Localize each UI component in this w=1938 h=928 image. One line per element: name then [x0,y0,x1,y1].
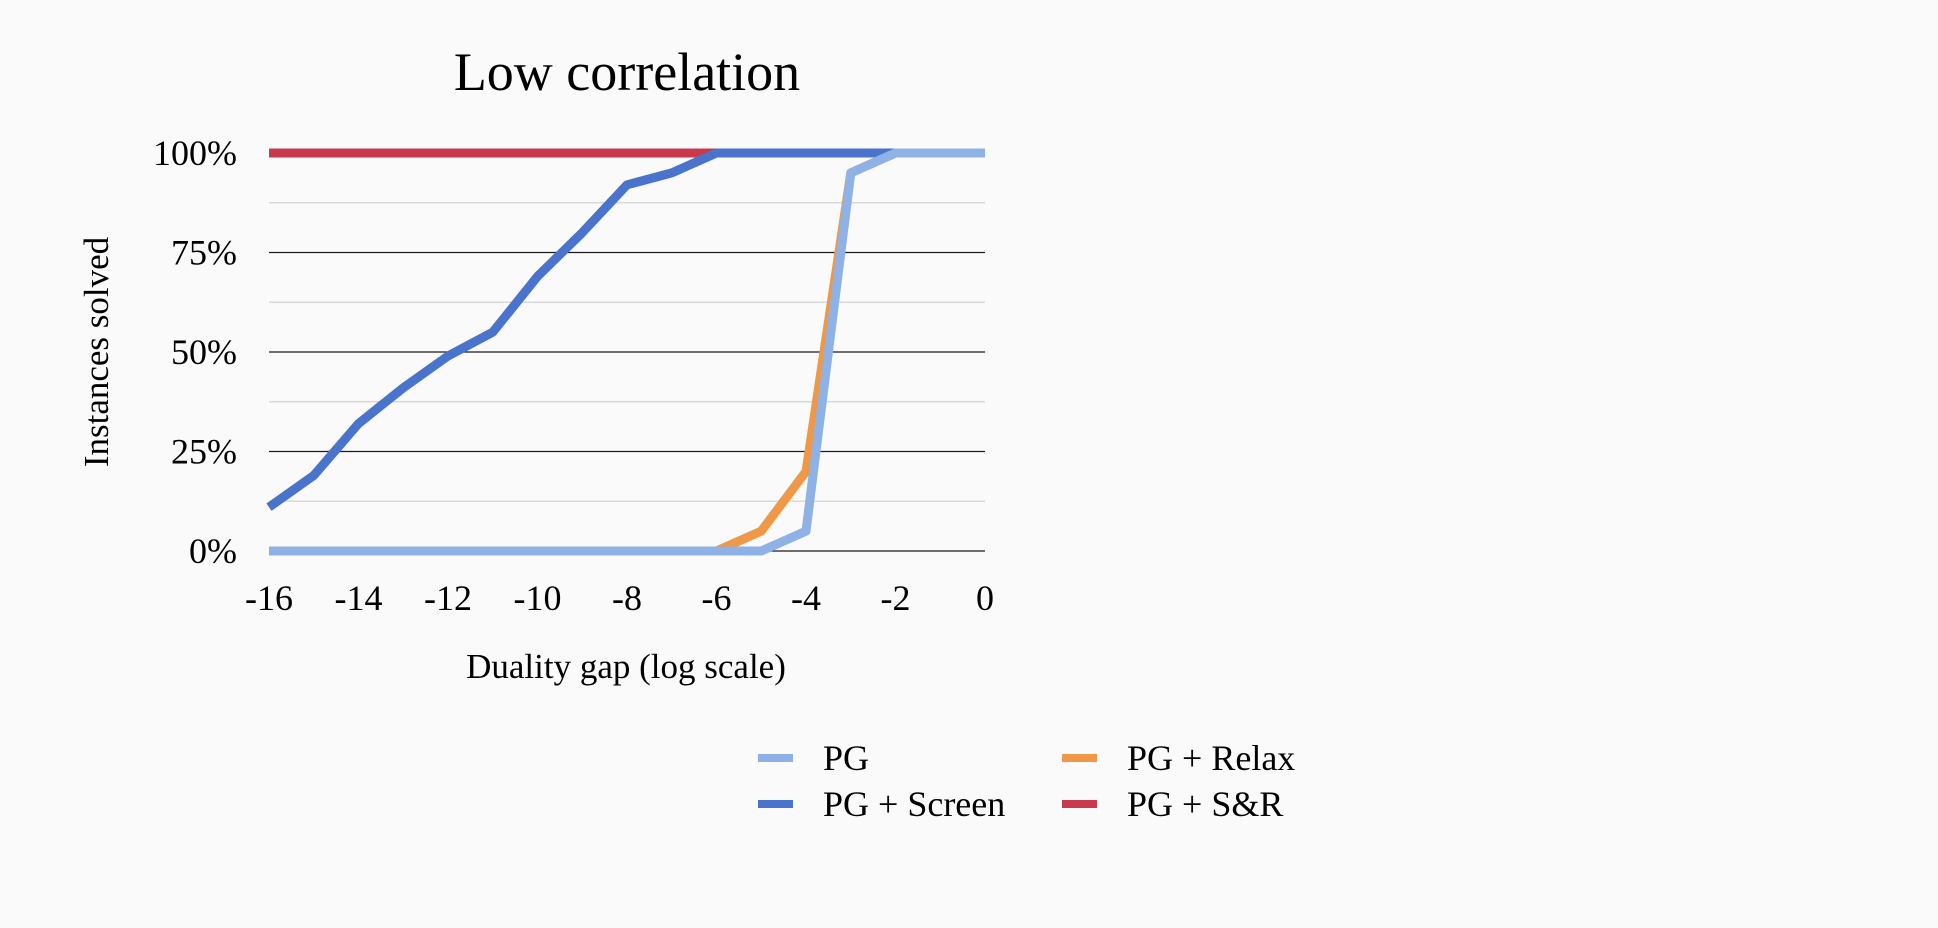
x-tick-label: -12 [424,578,472,618]
series-line-pg [269,148,985,556]
x-tick-label: -16 [245,578,293,618]
x-axis-ticks: -16 -14 -12 -10 -8 -6 -4 -2 0 [245,578,994,618]
legend-label-pg-s-r: PG + S&R [1127,784,1283,824]
x-tick-label: -6 [702,578,732,618]
chart-title: Low correlation [454,42,800,102]
x-tick-label: -4 [791,578,821,618]
legend-label-pg-screen: PG + Screen [823,784,1005,824]
series-line-pg-screen [266,148,985,511]
y-axis-label: Instances solved [77,236,116,467]
x-tick-label: -10 [514,578,562,618]
legend-label-pg: PG [823,738,869,778]
y-tick-label: 50% [171,332,237,372]
x-tick-label: 0 [976,578,994,618]
y-axis-ticks: 0% 25% 50% 75% 100% [153,133,237,571]
x-tick-label: -14 [335,578,383,618]
y-tick-label: 75% [171,233,237,273]
series-lines [266,148,985,556]
x-axis-label: Duality gap (log scale) [466,647,786,686]
legend-label-pg-relax: PG + Relax [1127,738,1295,778]
x-tick-label: -8 [612,578,642,618]
x-tick-label: -2 [881,578,911,618]
y-tick-label: 0% [189,531,237,571]
y-tick-label: 100% [153,133,237,173]
legend: PG PG + Screen PG + Relax PG + S&R [758,738,1295,824]
y-tick-label: 25% [171,432,237,472]
